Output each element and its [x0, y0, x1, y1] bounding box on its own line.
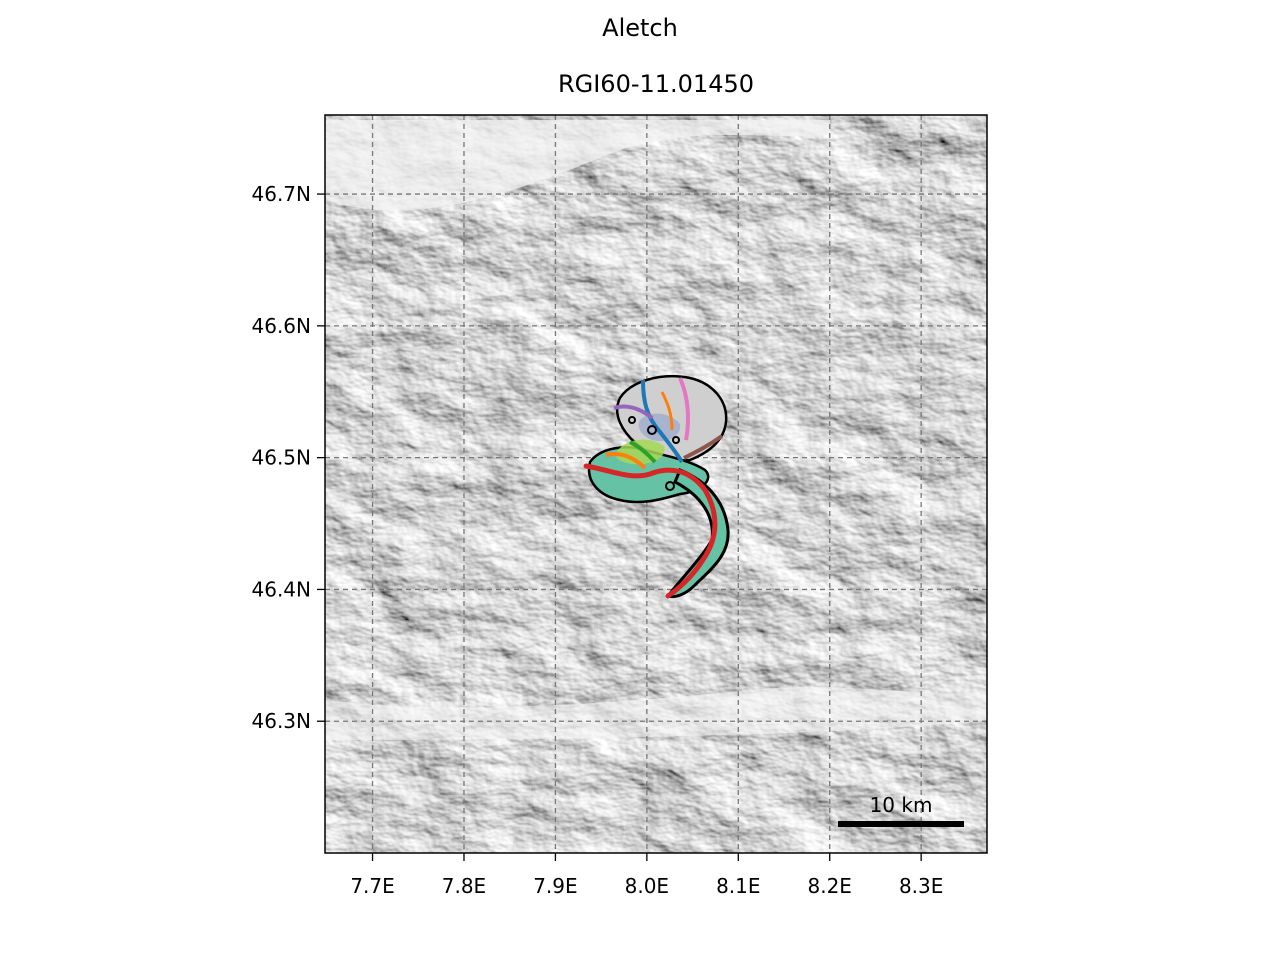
flowline-orange-2	[660, 391, 674, 431]
y-tick-label: 46.5N	[252, 446, 312, 470]
y-tick-label: 46.7N	[252, 182, 312, 206]
main-flowline	[583, 463, 718, 599]
x-tick-label: 8.0E	[625, 874, 669, 898]
glacier-tributary	[638, 413, 681, 442]
x-tick-label: 7.9E	[533, 874, 577, 898]
valley-area	[325, 120, 830, 211]
y-tick-label: 46.6N	[252, 314, 312, 338]
flowline-blue	[641, 379, 684, 464]
nunatak	[647, 425, 657, 435]
x-axis: 7.7E 7.8E 7.9E 8.0E 8.1E 8.2E 8.3E	[350, 853, 943, 898]
map-area: 10 km	[325, 115, 987, 853]
nunatak	[665, 481, 675, 491]
valley-area	[325, 687, 987, 740]
scale-bar: 10 km	[838, 793, 964, 827]
scale-bar-label: 10 km	[870, 793, 933, 817]
glacier	[583, 374, 730, 599]
flowline-pink	[678, 377, 690, 441]
x-tick-label: 7.7E	[350, 874, 394, 898]
map-frame	[324, 114, 988, 854]
x-tick-label: 8.1E	[716, 874, 760, 898]
flowline-orange	[605, 452, 647, 470]
x-tick-label: 8.2E	[808, 874, 852, 898]
nunatak	[628, 416, 636, 424]
scale-bar-line	[838, 821, 964, 827]
flowline-brown	[683, 434, 724, 460]
y-tick-label: 46.3N	[252, 709, 312, 733]
y-axis: 46.3N 46.4N 46.5N 46.6N 46.7N	[252, 182, 325, 733]
figure-suptitle: Aletch	[602, 14, 678, 42]
nunatak	[672, 436, 680, 444]
x-tick-label: 7.8E	[442, 874, 486, 898]
y-tick-label: 46.4N	[252, 577, 312, 601]
flowline-purple	[613, 404, 654, 420]
map-title: RGI60-11.01450	[557, 70, 755, 98]
x-tick-label: 8.3E	[899, 874, 943, 898]
flowline-green	[629, 440, 657, 464]
